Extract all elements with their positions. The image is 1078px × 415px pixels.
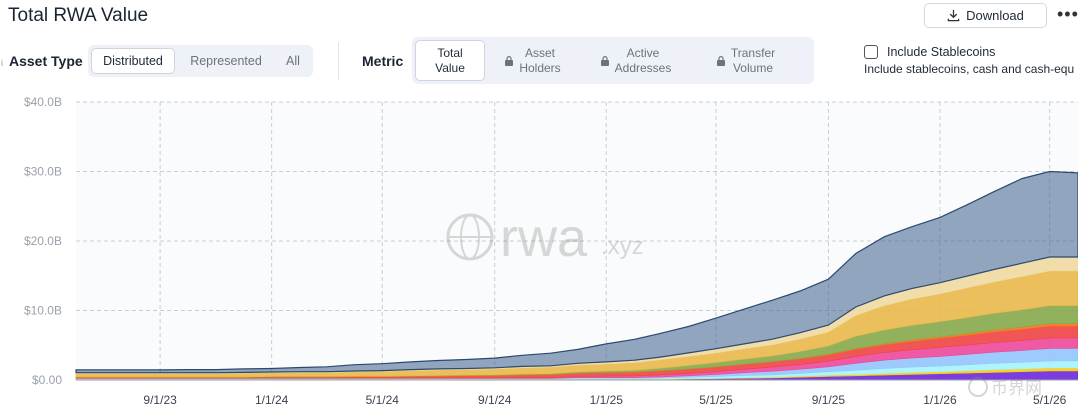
x-tick-label: 5/1/24 bbox=[366, 393, 400, 407]
download-label: Download bbox=[966, 8, 1024, 23]
x-tick-label: 9/1/23 bbox=[143, 393, 177, 407]
metric-total-value[interactable]: Total Value bbox=[415, 40, 485, 81]
x-tick-label: 1/1/24 bbox=[255, 393, 289, 407]
include-stablecoins-checkbox[interactable] bbox=[864, 45, 878, 59]
metric-transfer-volume-line2: Volume bbox=[732, 60, 773, 75]
rwa-stacked-area-chart: rwa .xyz 币界网 $0.00 $10.0B $20.0B $30.0B $40.… bbox=[24, 95, 1078, 407]
watermark-suffix: .xyz bbox=[601, 233, 644, 260]
info-icon: i bbox=[1, 58, 3, 68]
metric-total-value-line2: Value bbox=[435, 60, 465, 75]
y-tick-label: $40.0B bbox=[24, 95, 62, 109]
lock-icon bbox=[505, 55, 514, 66]
metric-transfer-volume[interactable]: Transfer Volume bbox=[691, 40, 801, 81]
y-tick-label: $30.0B bbox=[24, 165, 62, 179]
x-tick-label: 1/1/26 bbox=[923, 393, 957, 407]
metric-transfer-volume-line1: Transfer bbox=[730, 45, 776, 60]
watermark-main: rwa bbox=[500, 208, 588, 268]
metric-asset-holders-line2: Holders bbox=[519, 60, 561, 75]
lock-icon bbox=[600, 55, 609, 66]
include-stablecoins-label: Include Stablecoins bbox=[887, 45, 996, 59]
rwa-watermark: rwa .xyz bbox=[446, 208, 644, 268]
metric-active-addresses-line1: Active bbox=[626, 45, 660, 60]
y-tick-label: $20.0B bbox=[24, 234, 62, 248]
globe-icon bbox=[446, 213, 494, 261]
metric-total-value-line1: Total bbox=[437, 45, 463, 60]
area-series-10 bbox=[75, 170, 1078, 374]
metric-active-addresses-line2: Addresses bbox=[614, 60, 672, 75]
asset-type-all[interactable]: All bbox=[286, 54, 300, 68]
metric-asset-holders[interactable]: Asset Holders bbox=[485, 40, 581, 81]
more-dots-icon[interactable]: ••• bbox=[1057, 4, 1078, 24]
download-icon bbox=[947, 9, 960, 22]
x-axis: 9/1/23 1/1/24 5/1/24 9/1/24 1/1/25 5/1/25 9/1/… bbox=[143, 393, 1066, 407]
asset-type-distributed[interactable]: Distributed bbox=[91, 48, 175, 74]
x-tick-label: 1/1/25 bbox=[590, 393, 624, 407]
chart-areas bbox=[75, 170, 1078, 381]
asset-type-label: Asset Type bbox=[9, 53, 83, 69]
metric-segmented: Total Value Asset Holders Active Addresses … bbox=[412, 37, 814, 84]
metric-active-addresses[interactable]: Active Addresses bbox=[581, 40, 691, 81]
corner-watermark-text: 币界网 bbox=[991, 379, 1042, 398]
y-tick-label: $0.00 bbox=[32, 373, 62, 387]
download-button[interactable]: Download bbox=[924, 3, 1047, 28]
metric-asset-holders-line1: Asset bbox=[524, 45, 555, 60]
page-title: Total RWA Value bbox=[8, 5, 149, 26]
x-tick-label: 9/1/25 bbox=[812, 393, 846, 407]
corner-watermark: 币界网 bbox=[968, 377, 1042, 398]
y-tick-label: $10.0B bbox=[24, 304, 62, 318]
x-tick-label: 5/1/25 bbox=[699, 393, 733, 407]
asset-type-represented[interactable]: Represented bbox=[190, 54, 262, 68]
metric-label: Metric bbox=[362, 53, 404, 69]
controls-divider bbox=[338, 42, 339, 80]
x-tick-label: 5/1/26 bbox=[1033, 393, 1067, 407]
lock-icon bbox=[716, 55, 725, 66]
asset-type-segmented: Distributed Represented All bbox=[88, 45, 313, 77]
include-stablecoins-description: Include stablecoins, cash and cash-equ bbox=[864, 62, 1075, 76]
x-tick-label: 9/1/24 bbox=[478, 393, 512, 407]
y-axis: $0.00 $10.0B $20.0B $30.0B $40.0B bbox=[24, 95, 62, 387]
